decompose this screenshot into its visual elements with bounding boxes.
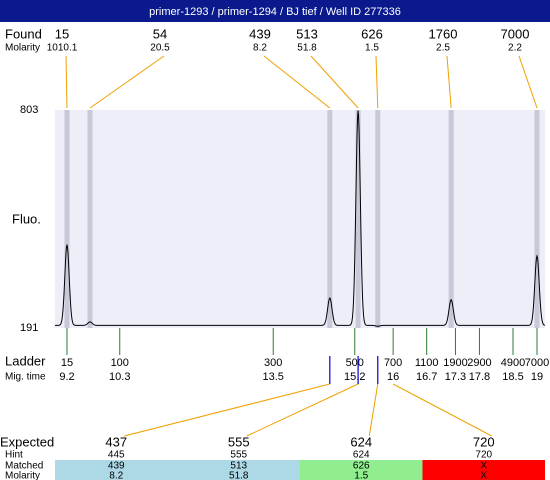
found-molarity: 1010.1	[47, 43, 78, 54]
ladder-size: 4900	[501, 357, 525, 369]
found-connector	[65, 55, 68, 109]
found-label: Found	[5, 26, 42, 41]
matched-molarity: 51.8	[229, 471, 249, 480]
found-molarity: 51.8	[297, 43, 317, 54]
peak-apex	[66, 244, 68, 246]
peak-band	[448, 110, 454, 328]
trace	[55, 111, 546, 327]
found-molarity: 8.2	[253, 43, 267, 54]
found-connector	[375, 55, 379, 109]
peak-band	[327, 110, 333, 328]
found-size: 54	[153, 26, 167, 41]
peak-band	[534, 110, 540, 328]
peak-band	[64, 110, 70, 328]
expected-connector	[392, 383, 492, 437]
ladder-time: 19	[531, 371, 543, 383]
ladder-size: 1900	[443, 357, 467, 369]
found-connector	[446, 55, 452, 109]
found-molarity: 1.5	[365, 43, 379, 54]
peak-band	[87, 110, 93, 328]
peak-band	[375, 110, 381, 328]
hint-label: Hint	[5, 450, 23, 461]
match-cell	[300, 460, 423, 480]
matched-value: 439	[108, 461, 125, 472]
found-size: 1760	[429, 26, 458, 41]
found-molarity: 2.2	[508, 43, 522, 54]
header-bar	[0, 0, 550, 22]
expected-value: 720	[473, 434, 495, 449]
found-connector	[518, 55, 538, 109]
match-cell	[422, 460, 545, 480]
expected-value: 624	[350, 434, 372, 449]
ladder-time: 15.2	[344, 371, 365, 383]
mig-time-label: Mig. time	[5, 372, 46, 383]
matched-label: Matched	[5, 461, 43, 472]
match-cell	[177, 460, 300, 480]
ladder-time: 16	[387, 371, 399, 383]
matched-value: 513	[230, 461, 247, 472]
expected-connector	[368, 383, 379, 437]
matched-value: 626	[353, 461, 370, 472]
hint-value: 624	[353, 450, 370, 461]
peak-apex	[329, 297, 331, 299]
peak-apex	[536, 255, 538, 257]
hint-value: 720	[475, 450, 492, 461]
ladder-time: 17.3	[445, 371, 466, 383]
peak-apex	[377, 325, 379, 327]
match-cell	[55, 460, 178, 480]
y-max-label: 803	[20, 104, 38, 116]
peak-apex	[89, 321, 91, 323]
matched-molarity: 8.2	[109, 471, 123, 480]
header-title: primer-1293 / primer-1294 / BJ tief / We…	[149, 6, 401, 18]
found-size: 513	[296, 26, 318, 41]
found-connector	[310, 55, 359, 109]
ladder-size: 1100	[415, 357, 439, 369]
ladder-size: 300	[264, 357, 282, 369]
expected-value: 437	[105, 434, 127, 449]
ladder-size: 2900	[467, 357, 491, 369]
hint-value: 445	[108, 450, 125, 461]
y-min-label: 191	[20, 322, 38, 334]
ladder-size: 15	[61, 357, 73, 369]
peak-apex	[357, 110, 359, 112]
expected-connector	[246, 383, 359, 437]
molarity-label: Molarity	[5, 43, 40, 54]
found-molarity: 2.5	[436, 43, 450, 54]
found-connector	[89, 55, 165, 109]
found-size: 7000	[501, 26, 530, 41]
fluo-label: Fluo.	[12, 211, 41, 226]
found-size: 626	[361, 26, 383, 41]
ladder-label: Ladder	[5, 353, 46, 368]
ladder-size: 700	[384, 357, 402, 369]
ladder-time: 9.2	[59, 371, 74, 383]
matched-molarity: X	[480, 471, 487, 480]
expected-value: 555	[228, 434, 250, 449]
hint-value: 555	[230, 450, 247, 461]
found-size: 15	[55, 26, 69, 41]
found-molarity: 20.5	[150, 43, 170, 54]
ladder-size: 7000	[525, 357, 549, 369]
ladder-time: 10.3	[109, 371, 130, 383]
ladder-time: 17.8	[469, 371, 490, 383]
ladder-size: 500	[346, 357, 364, 369]
ladder-time: 16.7	[416, 371, 437, 383]
exp-molarity-label: Molarity	[5, 471, 40, 480]
expected-label: Expected	[0, 434, 54, 449]
matched-value: X	[480, 461, 487, 472]
found-size: 439	[249, 26, 271, 41]
ladder-size: 100	[111, 357, 129, 369]
peak-apex	[450, 299, 452, 301]
plot-area	[55, 110, 545, 328]
expected-connector	[124, 383, 330, 437]
found-connector	[263, 55, 331, 109]
matched-molarity: 1.5	[354, 471, 368, 480]
ladder-time: 13.5	[263, 371, 284, 383]
ladder-time: 18.5	[502, 371, 523, 383]
peak-band	[355, 110, 361, 328]
